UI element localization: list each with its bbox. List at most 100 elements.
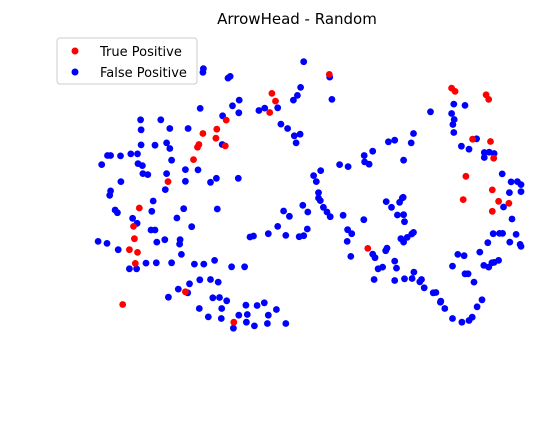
point-false-positive-16 (166, 125, 174, 132)
point-false-positive-9 (235, 109, 243, 117)
point-false-positive-172 (480, 154, 488, 161)
point-false-positive-177 (458, 142, 465, 150)
point-false-positive-166 (506, 189, 513, 197)
point-false-positive-124 (391, 257, 399, 265)
point-false-positive-194 (365, 160, 373, 168)
point-false-positive-212 (400, 211, 407, 219)
point-true-positive-12 (164, 178, 172, 186)
point-false-positive-11 (274, 104, 282, 112)
point-false-positive-78 (214, 278, 222, 286)
point-false-positive-120 (371, 254, 379, 262)
point-false-positive-107 (300, 232, 308, 240)
point-false-positive-21 (166, 145, 174, 152)
point-false-positive-18 (137, 141, 145, 149)
point-false-positive-5 (328, 96, 336, 103)
point-false-positive-187 (407, 139, 415, 147)
point-true-positive-30 (462, 172, 470, 180)
point-false-positive-114 (339, 211, 347, 219)
point-false-positive-143 (478, 296, 486, 304)
point-false-positive-81 (174, 285, 182, 293)
point-false-positive-134 (432, 289, 440, 296)
point-false-positive-209 (396, 198, 403, 206)
point-false-positive-68 (133, 265, 141, 273)
point-false-positive-82 (195, 305, 203, 312)
point-false-positive-73 (228, 263, 236, 271)
point-true-positive-26 (485, 96, 493, 103)
point-true-positive-24 (448, 84, 455, 92)
point-false-positive-223 (296, 130, 304, 138)
point-false-positive-64 (178, 251, 185, 258)
point-false-positive-167 (507, 178, 515, 186)
point-false-positive-208 (399, 193, 407, 201)
point-false-positive-224 (284, 125, 291, 132)
point-false-positive-36 (234, 174, 242, 182)
point-false-positive-63 (176, 236, 184, 244)
point-false-positive-206 (382, 198, 390, 206)
point-true-positive-31 (488, 186, 496, 194)
point-false-positive-130 (418, 276, 425, 283)
point-true-positive-3 (266, 109, 274, 116)
point-false-positive-188 (400, 156, 407, 164)
legend-label-true-positive: True Positive (99, 45, 182, 60)
point-false-positive-74 (241, 263, 249, 271)
point-false-positive-220 (382, 247, 390, 255)
point-false-positive-33 (182, 166, 189, 174)
point-false-positive-111 (299, 201, 307, 209)
point-true-positive-27 (469, 135, 476, 143)
point-false-positive-155 (476, 248, 484, 256)
point-false-positive-52 (173, 214, 181, 222)
point-false-positive-0 (300, 58, 308, 66)
point-false-positive-2 (294, 92, 301, 99)
point-false-positive-230 (200, 65, 207, 73)
point-false-positive-184 (450, 100, 458, 108)
point-false-positive-39 (163, 170, 171, 178)
point-false-positive-57 (153, 238, 161, 246)
point-false-positive-103 (264, 230, 272, 238)
point-false-positive-225 (277, 120, 285, 128)
point-false-positive-181 (450, 116, 458, 123)
point-false-positive-195 (344, 163, 352, 171)
point-true-positive-0 (325, 71, 333, 78)
point-false-positive-112 (304, 208, 312, 216)
point-false-positive-104 (274, 223, 282, 230)
point-false-positive-50 (149, 197, 157, 205)
point-false-positive-15 (137, 126, 145, 134)
point-false-positive-61 (161, 236, 169, 244)
point-true-positive-32 (495, 197, 502, 205)
point-false-positive-37 (161, 186, 169, 194)
point-false-positive-8 (229, 102, 236, 110)
point-false-positive-67 (125, 265, 133, 273)
point-false-positive-218 (400, 238, 407, 246)
point-false-positive-203 (320, 203, 327, 211)
point-false-positive-98 (217, 315, 225, 322)
point-false-positive-99 (204, 313, 212, 321)
point-false-positive-228 (224, 74, 232, 82)
point-false-positive-95 (251, 322, 258, 330)
legend-frame (56, 37, 198, 85)
point-false-positive-72 (211, 257, 219, 264)
point-false-positive-70 (191, 260, 198, 268)
point-false-positive-77 (186, 280, 193, 288)
point-false-positive-93 (282, 320, 290, 327)
point-false-positive-28 (168, 156, 176, 164)
point-false-positive-189 (385, 138, 392, 146)
point-false-positive-75 (196, 276, 204, 284)
point-false-positive-190 (391, 136, 399, 144)
point-false-positive-200 (315, 189, 322, 197)
point-true-positive-5 (213, 125, 221, 133)
point-false-positive-128 (410, 268, 418, 276)
point-false-positive-66 (142, 259, 150, 267)
point-false-positive-40 (182, 177, 189, 185)
point-false-positive-126 (391, 277, 399, 284)
point-false-positive-125 (393, 264, 400, 272)
point-false-positive-38 (139, 170, 147, 178)
point-false-positive-210 (388, 203, 395, 211)
point-false-positive-88 (260, 299, 268, 307)
point-false-positive-19 (151, 141, 159, 149)
point-false-positive-157 (489, 230, 497, 238)
point-false-positive-56 (151, 226, 159, 234)
point-false-positive-94 (264, 320, 271, 327)
point-false-positive-100 (218, 305, 226, 312)
point-false-positive-174 (480, 149, 488, 156)
point-false-positive-186 (410, 130, 417, 137)
